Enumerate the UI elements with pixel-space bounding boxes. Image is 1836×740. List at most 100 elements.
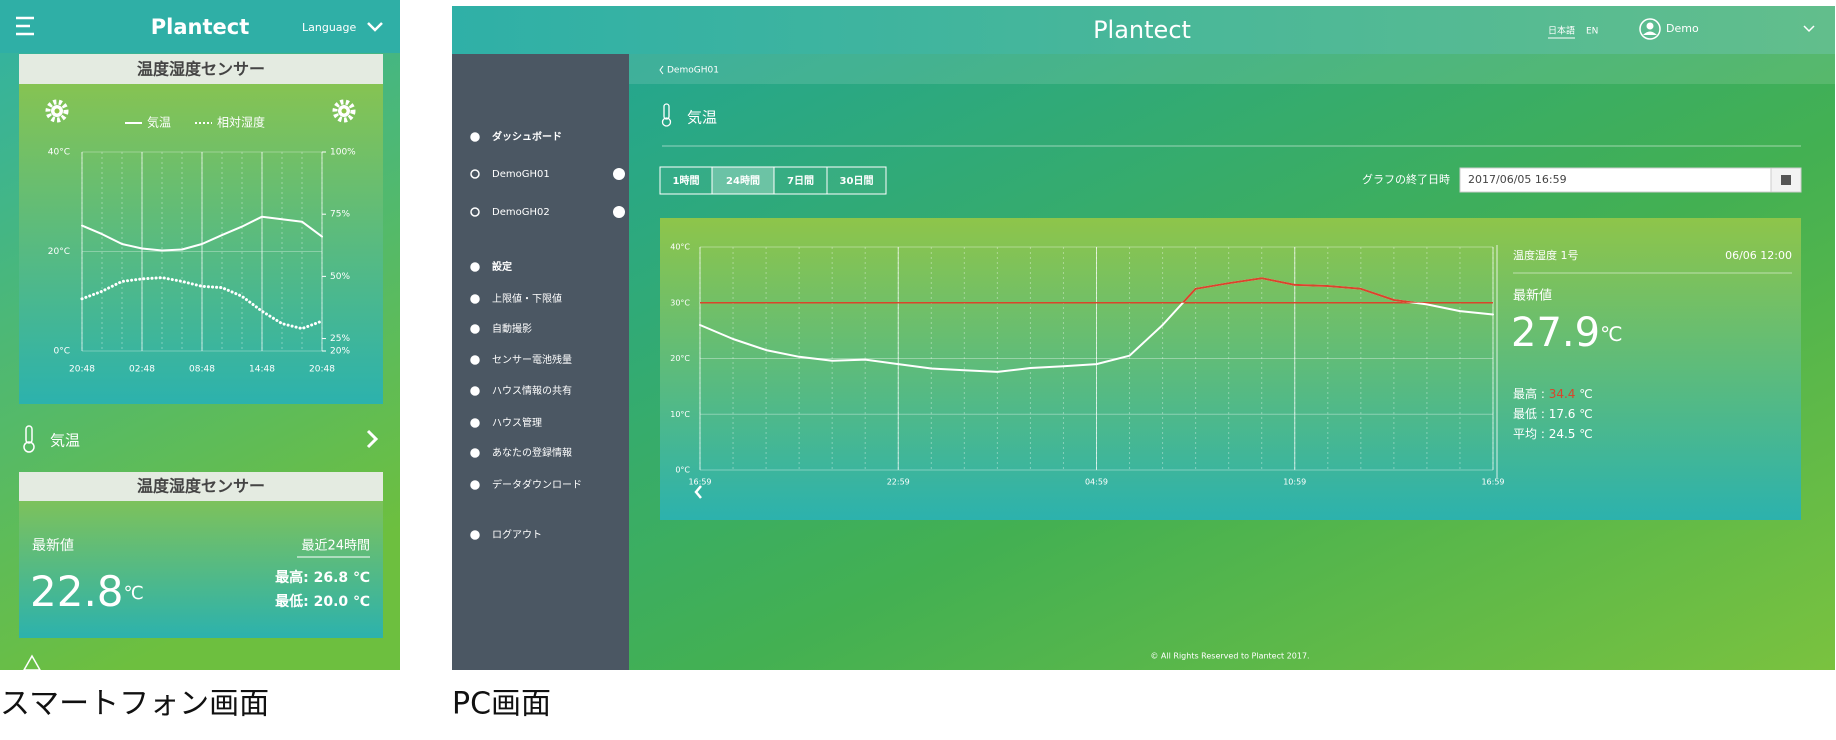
sidebar-item[interactable]: DemoGH02 [492,207,550,218]
y-tick-label: 30°C [670,298,690,307]
stat-label: 平均 : [1513,427,1545,441]
sidebar [452,54,629,670]
x-tick-label: 16:59 [1481,478,1504,487]
breadcrumb[interactable]: DemoGH01 [667,66,719,76]
latest-label: 最新値 [1513,288,1552,304]
end-time-value[interactable]: 2017/06/05 16:59 [1468,173,1567,186]
above-threshold-line [1181,277,1423,303]
range-button[interactable] [826,166,887,195]
y-tick-label: 0°C [675,466,690,475]
sidebar-item[interactable]: ハウス情報の共有 [492,384,572,397]
warning-icon [22,654,42,671]
max-stat: 最高: 26.8 ℃ [275,569,370,586]
range-button[interactable] [711,166,775,195]
chart-back-button[interactable] [694,485,702,499]
stats: 最高 : 34.4 ℃最低 : 17.6 ℃平均 : 24.5 ℃ [1513,386,1593,441]
x-tick-label: 10:59 [1283,478,1306,487]
calendar-icon[interactable] [1781,175,1791,185]
sidebar-item[interactable]: 自動撮影 [492,322,532,335]
menu-item-label[interactable]: 気温 [50,432,80,450]
sidebar-badge [613,206,625,218]
language-select[interactable]: Language [302,21,357,34]
sidebar-item[interactable]: 設定 [492,260,512,273]
thermometer-icon [23,425,35,453]
stat-unit: ℃ [1579,407,1592,421]
language-option[interactable]: 日本語 [1548,25,1575,37]
card-title-bar [19,472,383,501]
period-link[interactable]: 最近24時間 [301,539,370,554]
page-title: 気温 [687,109,717,127]
range-label[interactable]: 1時間 [673,174,700,187]
user-icon[interactable] [1639,18,1661,40]
sidebar-icon [470,480,480,490]
y2-tick-label: 50% [330,272,350,282]
y-tick-label: 10°C [670,410,690,419]
thermometer-icon [661,103,672,127]
sidebar-item[interactable]: DemoGH01 [492,169,550,180]
stat-label: 最低 : [1513,407,1545,421]
stat-label: 最高: [275,569,309,586]
sidebar-item[interactable]: ハウス管理 [492,416,542,429]
latest-number: 27.9 [1511,310,1600,356]
stat-unit: ℃ [353,570,370,586]
x-tick-label: 20:48 [309,365,335,375]
x-tick-label: 16:59 [688,478,711,487]
settings-icon[interactable] [45,99,69,123]
stat-label: 最高 : [1513,386,1545,401]
user-name[interactable]: Demo [1666,22,1699,35]
phone-title: Plantect [151,15,249,39]
y-tick-label: 40°C [670,243,690,252]
menu-item-chevron[interactable] [366,429,379,449]
sidebar-icon [470,294,480,304]
stat-value: 17.6 [1549,407,1576,421]
min-stat: 最低: 20.0 ℃ [275,593,370,610]
range-label[interactable]: 30日間 [840,175,874,187]
y-tick-label: 20°C [48,247,70,257]
menu-icon[interactable] [16,16,34,36]
y-tick-label: 40°C [48,148,70,158]
card-title: 温度湿度センサー [136,60,265,79]
x-tick-label: 22:59 [887,478,910,487]
latest-value: 27.9℃ [1511,310,1623,356]
settings-icon[interactable] [332,99,356,123]
stat-value: 24.5 [1549,427,1576,441]
latest-value: 22.8℃ [30,567,144,616]
sidebar-icon [470,386,480,396]
latest-number: 22.8 [30,567,124,616]
range-label[interactable]: 24時間 [726,174,760,187]
sidebar-item[interactable]: センサー電池残量 [492,353,572,366]
sidebar-icon [470,169,480,179]
y-tick-label: 20°C [670,354,690,363]
sidebar-item[interactable]: あなたの登録情報 [492,446,572,459]
caption: PC画面 [452,687,551,722]
y2-tick-label: 75% [330,210,350,220]
series-line [80,276,324,331]
sidebar-icon [470,132,480,142]
x-tick-label: 20:48 [69,365,95,375]
legend-label: 相対湿度 [217,115,265,130]
sidebar-item[interactable]: ログアウト [492,528,542,541]
legend-label: 気温 [147,115,171,130]
stat-unit: ℃ [1579,387,1592,401]
sidebar-icon [470,324,480,334]
series-line [81,215,323,252]
x-tick-label: 08:48 [189,365,215,375]
language-chevron[interactable] [367,22,383,32]
latest-label: 最新値 [32,538,74,554]
latest-unit: ℃ [124,583,144,604]
range-label[interactable]: 7日間 [787,175,814,187]
sidebar-item[interactable]: 上限値・下限値 [492,292,562,305]
stat: 最低 : 17.6 ℃ [1513,407,1593,421]
y2-tick-label: 100% [330,148,356,158]
sidebar-item[interactable]: ダッシュボード [492,130,562,143]
breadcrumb-chevron[interactable] [659,65,664,75]
sidebar-item[interactable]: データダウンロード [492,478,582,491]
stat-value: 26.8 [314,570,349,586]
phone-header [0,0,400,53]
sidebar-icon [470,262,480,272]
pc-title: Plantect [1093,16,1191,44]
stat-value: 34.4 [1549,387,1576,401]
language-option[interactable]: EN [1586,27,1598,37]
user-chevron[interactable] [1803,25,1815,33]
